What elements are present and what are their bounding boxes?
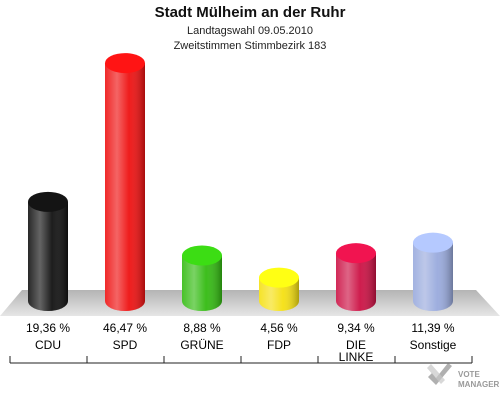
value-label-cdu: 19,36 %: [26, 321, 70, 335]
brand-line-2: MANAGER: [458, 380, 500, 389]
category-label-die-linke-line1: DIE: [346, 338, 366, 352]
bar-top: [413, 232, 453, 253]
bars-group: [28, 53, 453, 311]
bar-spd: [105, 53, 145, 311]
bar-shading: [336, 253, 376, 311]
checkmark-icon: [427, 363, 452, 385]
bar-shading: [105, 63, 145, 311]
bar-cdu: [28, 191, 68, 311]
bar-top: [336, 243, 376, 264]
value-label-spd: 46,47 %: [103, 321, 147, 335]
value-label-sonstige: 11,39 %: [411, 321, 454, 335]
category-label-cdu: CDU: [35, 338, 61, 352]
bar-fdp: [259, 267, 299, 311]
bar-top: [182, 245, 222, 266]
chart-subtitle-date: Landtagswahl 09.05.2010: [187, 25, 313, 37]
value-label-gr-ne: 8,88 %: [183, 321, 221, 335]
labels-group: 19,36 % 46,47 % 8,88 % 4,56 % 9,34 % 11,39 %: [26, 321, 455, 335]
category-label-spd: SPD: [113, 338, 138, 352]
category-label-sonstige: Sonstige: [410, 338, 457, 352]
bar-shading: [28, 201, 68, 311]
bar-sonstige: [413, 232, 453, 311]
bar-shading: [413, 242, 453, 311]
bar-shading: [182, 255, 222, 311]
bar-top: [259, 267, 299, 288]
vote-manager-logo: VOTE MANAGER: [427, 363, 500, 389]
bar-gr-ne: [182, 245, 222, 311]
brand-line-1: VOTE: [458, 370, 480, 379]
category-label-fdp: FDP: [267, 338, 291, 352]
bar-die-linke: [336, 243, 376, 311]
value-label-die-linke: 9,34 %: [337, 321, 375, 335]
bar-top: [105, 53, 145, 74]
bar-top: [28, 191, 68, 212]
category-label-gr-ne: GRÜNE: [180, 338, 223, 352]
category-label-die-linke-line2: LINKE: [339, 350, 374, 364]
value-label-fdp: 4,56 %: [260, 321, 298, 335]
chart-title: Stadt Mülheim an der Ruhr: [155, 4, 346, 21]
chart-subtitle-district: Zweitstimmen Stimmbezirk 183: [174, 40, 327, 52]
